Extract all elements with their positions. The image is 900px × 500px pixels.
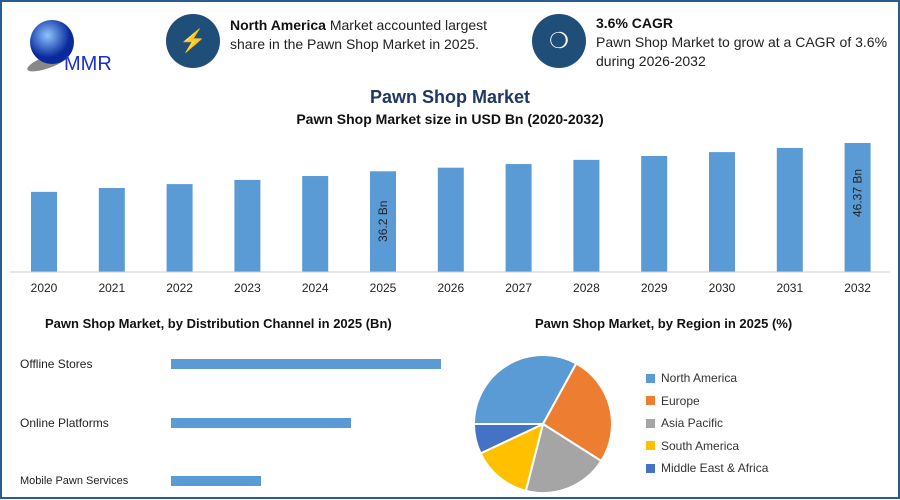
pie-slice-middle-east-africa — [472, 423, 544, 455]
x-tick-label: 2025 — [370, 281, 397, 295]
channel-label: Online Platforms — [20, 416, 109, 430]
x-tick-label: 2030 — [709, 281, 736, 295]
x-tick-label: 2022 — [166, 281, 193, 295]
legend-item: South America — [646, 439, 739, 453]
legend-swatch — [646, 463, 655, 473]
region-chart-title: Pawn Shop Market, by Region in 2025 (%) — [535, 316, 793, 331]
pie-slice-asia-pacific — [524, 422, 603, 494]
lightning-icon: ⚡ — [166, 14, 220, 68]
info-north-america: North America Market accounted largest s… — [230, 17, 488, 52]
bar-2028 — [573, 159, 600, 272]
channel-bar — [171, 359, 441, 369]
bar-2024 — [302, 176, 329, 272]
pie-slice-north-america — [472, 354, 578, 425]
bar-2032 — [844, 143, 871, 272]
pie-slice-europe — [541, 362, 613, 463]
bar-chart-title: Pawn Shop Market size in USD Bn (2020-20… — [296, 111, 604, 127]
legend-label: North America — [661, 371, 738, 385]
x-tick-label: 2028 — [573, 281, 600, 295]
channel-chart-title: Pawn Shop Market, by Distribution Channe… — [45, 316, 392, 331]
x-tick-label: 2032 — [844, 281, 871, 295]
legend-label: South America — [661, 438, 740, 453]
legend-swatch — [646, 396, 655, 405]
legend-item: North America — [646, 371, 737, 385]
x-tick-label: 2026 — [437, 281, 464, 295]
market-size-bar-chart: 2020 2021 2022 2023 2024 2025 36.2 Bn 2026 2027 2… — [10, 143, 890, 295]
legend-swatch — [646, 418, 655, 428]
legend-swatch — [646, 441, 655, 450]
bar-2026 — [437, 167, 464, 272]
logo-text: MMR — [64, 53, 112, 75]
legend-swatch — [646, 373, 655, 383]
x-tick-label: 2024 — [302, 281, 329, 295]
x-tick-label: 2023 — [234, 281, 261, 295]
growth-icon: ❍ — [532, 14, 586, 68]
legend-label: Europe — [661, 393, 700, 408]
bar-2029 — [641, 155, 668, 272]
legend-item: Asia Pacific — [646, 416, 723, 430]
mmr-logo: MMR — [27, 20, 112, 75]
legend-label: Asia Pacific — [661, 416, 724, 430]
legend-item: Europe — [646, 394, 700, 408]
page-title: Pawn Shop Market — [369, 87, 531, 107]
bar-2023 — [234, 179, 261, 272]
channel-bar — [171, 418, 352, 428]
bar-2020 — [31, 191, 57, 272]
bar-2030 — [709, 152, 735, 272]
channel-label: Offline Stores — [20, 357, 93, 371]
legend-item: Middle East & Africa — [646, 461, 768, 475]
bar-2025 — [370, 171, 396, 272]
pie-slice-south-america — [479, 422, 545, 493]
legend-label: Middle East & Africa — [661, 461, 769, 475]
x-tick-label: 2031 — [776, 281, 803, 295]
channel-bar — [171, 476, 261, 486]
x-tick-label: 2027 — [505, 281, 532, 295]
bar-2031 — [776, 147, 803, 272]
bar-2022 — [166, 184, 193, 272]
bar-data-label: 46.37 Bn — [851, 169, 865, 217]
x-tick-label: 2020 — [31, 281, 58, 295]
region-pie-chart — [472, 354, 613, 494]
bar-2021 — [98, 187, 125, 272]
channel-label: Mobile Pawn Services — [20, 475, 129, 487]
x-tick-label: 2021 — [98, 281, 125, 295]
x-tick-label: 2029 — [641, 281, 668, 295]
info-cagr: 3.6% CAGR Pawn Shop Market to grow at a C… — [596, 15, 888, 69]
bar-2027 — [505, 164, 532, 272]
bar-data-label: 36.2 Bn — [376, 201, 390, 242]
